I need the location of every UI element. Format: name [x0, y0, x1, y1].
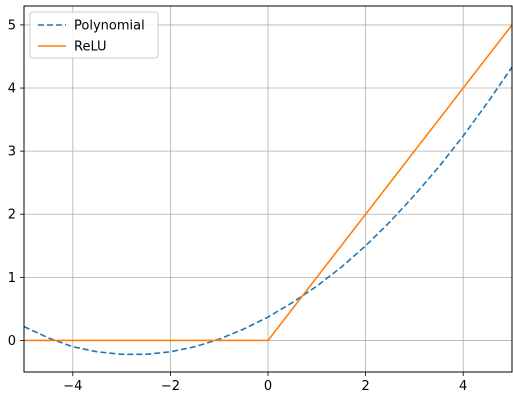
series-line-relu [24, 24, 512, 342]
x-tick-label: −2 [161, 379, 180, 394]
legend: Polynomial ReLU [29, 11, 159, 59]
series-layer [24, 24, 512, 356]
y-tick-label: 5 [8, 18, 16, 33]
y-tick-label: 3 [8, 145, 16, 160]
y-tick-label: 1 [8, 271, 16, 286]
legend-label-polynomial: Polynomial [74, 19, 145, 34]
x-tick-label: 2 [361, 379, 369, 394]
x-tick-label: −4 [63, 379, 82, 394]
y-tick-label: 4 [8, 82, 16, 97]
x-tick-label: 0 [264, 379, 272, 394]
series-line-polynomial [24, 66, 512, 356]
y-tick-label: 2 [8, 208, 16, 223]
legend-label-relu: ReLU [74, 40, 107, 55]
axis-ticks: −4 −2 0 2 4 0 1 2 3 4 5 [8, 18, 468, 394]
x-tick-label: 4 [459, 379, 467, 394]
y-tick-label: 0 [8, 334, 16, 349]
